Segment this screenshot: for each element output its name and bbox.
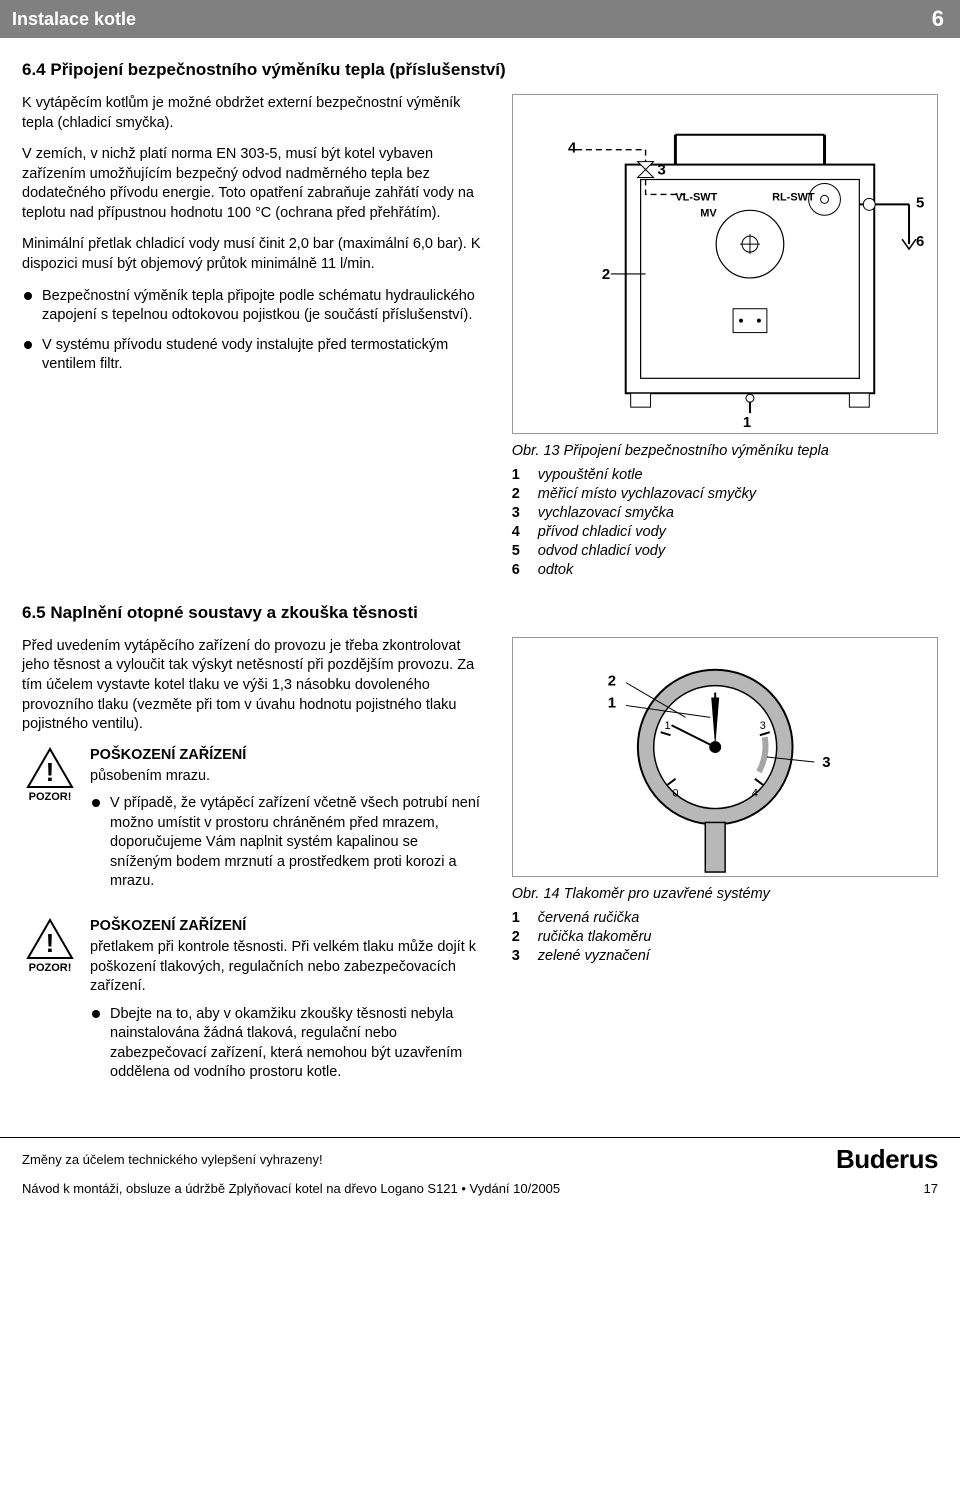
legend-text: vychlazovací smyčka — [538, 505, 674, 521]
figure-13-diagram: VL-SWT RL-SWT MV 4 3 2 5 6 1 — [512, 94, 938, 434]
warning-1-sub: působením mrazu. — [90, 767, 484, 787]
warning-2-sub: přetlakem při kontrole těsnosti. Při vel… — [90, 938, 484, 997]
label-rl-swt: RL-SWT — [772, 191, 815, 203]
section-header-number: 6 — [932, 6, 948, 32]
figure-14-diagram: 0 1 2 3 4 1 — [512, 637, 938, 877]
callout-3: 3 — [657, 163, 665, 179]
section-header-bar: Instalace kotle 6 — [0, 0, 960, 38]
figure-13-legend: 1 vypouštění kotle 2 měřicí místo vychlazov… — [512, 467, 938, 578]
legend-num: 3 — [512, 505, 528, 521]
legend-row: 2 ručička tlakoměru — [512, 929, 938, 945]
legend-num: 3 — [512, 948, 528, 964]
legend-num: 4 — [512, 524, 528, 540]
warning-triangle-icon: ! POZOR! — [22, 918, 78, 974]
figure-13-caption: Obr. 13 Připojení bezpečnostního výměník… — [512, 442, 938, 461]
footer-doc-title: Návod k montáži, obsluze a údržbě Zplyňo… — [22, 1181, 560, 1196]
legend-row: 2 měřicí místo vychlazovací smyčky — [512, 486, 938, 502]
callout-fig14-3: 3 — [822, 755, 830, 771]
brand-logo: Buderus — [836, 1144, 938, 1175]
callout-4: 4 — [568, 141, 577, 157]
legend-text: odvod chladicí vody — [538, 543, 665, 559]
svg-text:4: 4 — [752, 788, 758, 800]
legend-text: zelené vyznačení — [538, 948, 650, 964]
label-vl-swt: VL-SWT — [675, 191, 717, 203]
heading-6-4: 6.4 Připojení bezpečnostního výměníku te… — [22, 60, 938, 80]
p-6-4-3: Minimální přetlak chladicí vody musí čin… — [22, 235, 484, 274]
warning-pressure: ! POZOR! POŠKOZENÍ ZAŘÍZENÍ přetlakem př… — [22, 918, 484, 1095]
footer-note: Změny za účelem technického vylepšení vy… — [22, 1152, 323, 1167]
bullet-6-4-2: V systému přívodu studené vody instalujt… — [22, 336, 484, 375]
legend-row: 5 odvod chladicí vody — [512, 543, 938, 559]
callout-2: 2 — [602, 267, 610, 283]
heading-6-5: 6.5 Naplnění otopné soustavy a zkouška t… — [22, 603, 938, 623]
warning-1-title: POŠKOZENÍ ZAŘÍZENÍ — [90, 747, 484, 763]
legend-row: 3 zelené vyznačení — [512, 948, 938, 964]
legend-row: 4 přívod chladicí vody — [512, 524, 938, 540]
callout-6: 6 — [916, 234, 924, 250]
figure-14-caption: Obr. 14 Tlakoměr pro uzavřené systémy — [512, 885, 938, 904]
callout-fig14-2: 2 — [608, 673, 616, 689]
legend-num: 2 — [512, 486, 528, 502]
warning-label-2: POZOR! — [22, 962, 78, 974]
legend-num: 5 — [512, 543, 528, 559]
legend-row: 1 červená ručička — [512, 910, 938, 926]
svg-text:!: ! — [46, 757, 55, 787]
figure-14-legend: 1 červená ručička 2 ručička tlakoměru 3 zelen… — [512, 910, 938, 964]
page-footer: Změny za účelem technického vylepšení vy… — [0, 1137, 960, 1206]
legend-row: 3 vychlazovací smyčka — [512, 505, 938, 521]
warning-frost: ! POZOR! POŠKOZENÍ ZAŘÍZENÍ působením mr… — [22, 747, 484, 904]
p-6-4-2: V zemích, v nichž platí norma EN 303-5, … — [22, 145, 484, 223]
section-6-5-text: Před uvedením vytápěcího zařízení do pro… — [22, 637, 484, 1109]
warning-1-bullet: V případě, že vytápěcí zařízení včetně v… — [90, 794, 484, 892]
legend-text: červená ručička — [538, 910, 640, 926]
legend-text: vypouštění kotle — [538, 467, 643, 483]
svg-text:0: 0 — [672, 788, 678, 800]
section-header-title: Instalace kotle — [12, 9, 136, 30]
p-6-5-1: Před uvedením vytápěcího zařízení do pro… — [22, 637, 484, 735]
bullet-6-4-1: Bezpečnostní výměník tepla připojte podl… — [22, 287, 484, 326]
legend-num: 1 — [512, 467, 528, 483]
legend-num: 1 — [512, 910, 528, 926]
callout-fig14-1: 1 — [608, 695, 616, 711]
legend-text: měřicí místo vychlazovací smyčky — [538, 486, 756, 502]
legend-text: přívod chladicí vody — [538, 524, 666, 540]
legend-row: 6 odtok — [512, 562, 938, 578]
warning-2-bullet: Dbejte na to, aby v okamžiku zkoušky těs… — [90, 1005, 484, 1083]
section-6-4-text: K vytápěcím kotlům je možné obdržet exte… — [22, 94, 484, 581]
callout-5: 5 — [916, 195, 924, 211]
legend-num: 2 — [512, 929, 528, 945]
warning-triangle-icon: ! POZOR! — [22, 747, 78, 803]
p-6-4-1: K vytápěcím kotlům je možné obdržet exte… — [22, 94, 484, 133]
legend-text: ručička tlakoměru — [538, 929, 652, 945]
warning-label-1: POZOR! — [22, 791, 78, 803]
label-mv: MV — [700, 207, 717, 219]
legend-text: odtok — [538, 562, 573, 578]
legend-row: 1 vypouštění kotle — [512, 467, 938, 483]
svg-text:3: 3 — [760, 720, 766, 732]
footer-page-number: 17 — [924, 1181, 938, 1196]
callout-1: 1 — [743, 415, 751, 431]
legend-num: 6 — [512, 562, 528, 578]
svg-text:!: ! — [46, 928, 55, 958]
svg-text:1: 1 — [664, 720, 670, 732]
warning-2-title: POŠKOZENÍ ZAŘÍZENÍ — [90, 918, 484, 934]
